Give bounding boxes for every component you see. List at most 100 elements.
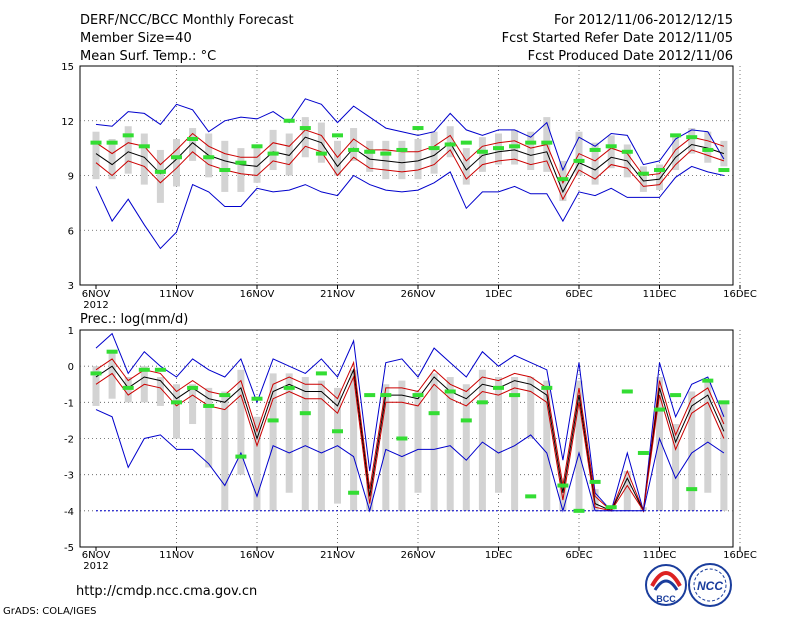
prec-median-mark xyxy=(315,371,327,376)
produced-date: Fcst Produced Date 2012/11/06 xyxy=(528,49,733,64)
prec-box xyxy=(591,489,599,511)
prec-median-mark xyxy=(219,393,231,398)
temp-xtick-label: 21NOV xyxy=(320,289,355,300)
temp-xtick-label: 6DEC xyxy=(565,289,592,300)
temp-median-mark xyxy=(525,140,537,145)
prec-median-mark xyxy=(589,479,601,484)
prec-median-mark xyxy=(187,385,199,390)
prec-median-mark xyxy=(122,385,134,390)
temp-median-mark xyxy=(702,147,714,152)
temp-median-mark xyxy=(621,149,633,154)
prec-lower-line xyxy=(95,372,725,513)
started-date: Fcst Started Refer Date 2012/11/05 xyxy=(502,31,733,46)
temp-max-line xyxy=(95,98,725,172)
temp-median-mark xyxy=(187,137,199,141)
prec-mean-line xyxy=(95,365,725,513)
temp-median-mark xyxy=(509,144,521,149)
ncc-logo-globe xyxy=(693,568,727,602)
temp-box xyxy=(124,126,132,174)
temp-xtick-label: 16NOV xyxy=(240,289,275,300)
temp-box xyxy=(253,146,261,183)
prec-median-mark xyxy=(444,389,456,394)
prec-box xyxy=(543,380,551,511)
temp-box xyxy=(269,129,277,171)
temp-median-mark xyxy=(476,149,488,154)
temp-min-line xyxy=(95,165,725,250)
temp-xtick-label: 6NOV xyxy=(82,289,111,300)
temp-box xyxy=(221,140,229,192)
prec-median-mark xyxy=(702,378,714,383)
prec-box xyxy=(495,377,502,493)
temp-median-mark xyxy=(396,147,408,152)
prec-ytick-label: 0 xyxy=(68,362,74,373)
temp-ytick-label: 15 xyxy=(61,62,74,73)
prec-box xyxy=(189,384,197,425)
temp-box xyxy=(704,131,712,163)
temp-median-mark xyxy=(380,151,392,156)
member-size: Member Size=40 xyxy=(80,31,192,46)
prec-median-mark xyxy=(106,349,118,354)
prec-xtick-label: 21NOV xyxy=(320,550,355,561)
prec-box xyxy=(446,377,454,511)
prec-box xyxy=(527,377,535,439)
prec-xtick-label: 16DEC xyxy=(723,550,757,561)
prec-median-mark xyxy=(299,411,311,416)
prec-box xyxy=(511,377,519,511)
prec-max-line xyxy=(95,332,725,512)
temp-box xyxy=(237,148,245,192)
precipitation-label: Prec.: log(mm/d) xyxy=(80,312,188,327)
prec-median-mark xyxy=(154,367,166,372)
temp-box xyxy=(688,128,696,154)
ncc-logo: NCC xyxy=(688,563,732,607)
prec-box xyxy=(478,369,486,511)
prec-median-mark xyxy=(267,418,279,423)
temp-box xyxy=(639,166,647,192)
prec-box xyxy=(285,373,293,493)
prec-median-mark xyxy=(476,400,488,405)
temp-box xyxy=(672,137,680,171)
prec-median-mark xyxy=(283,385,295,390)
temp-median-mark xyxy=(219,168,231,173)
prec-median-mark xyxy=(203,403,215,408)
prec-box xyxy=(301,377,309,511)
temp-box xyxy=(189,128,197,161)
temp-median-mark xyxy=(90,140,102,145)
figure-title: DERF/NCC/BCC Monthly Forecast xyxy=(80,13,294,28)
prec-box xyxy=(430,373,438,511)
temp-ytick-label: 12 xyxy=(61,117,74,128)
temp-xtick-label: 11DEC xyxy=(643,289,677,300)
temp-box xyxy=(430,131,438,174)
prec-median-mark xyxy=(428,411,440,416)
temp-box xyxy=(140,133,148,185)
temp-xtick-label: 26NOV xyxy=(401,289,436,300)
prec-median-mark xyxy=(396,436,408,441)
prec-box xyxy=(704,380,712,493)
prec-box xyxy=(317,380,325,511)
prec-median-mark xyxy=(235,454,247,459)
temp-xtick-label: 11NOV xyxy=(159,289,194,300)
temp-median-mark xyxy=(444,142,456,147)
prec-box xyxy=(462,384,470,511)
prec-box xyxy=(575,380,583,511)
prec-median-mark xyxy=(621,389,633,394)
temp-ytick-label: 6 xyxy=(68,226,74,237)
temp-median-mark xyxy=(637,171,649,176)
prec-min-line xyxy=(95,409,725,513)
temp-box xyxy=(92,131,100,180)
prec-xtick-label: 1DEC xyxy=(485,550,512,561)
temp-box xyxy=(366,140,374,172)
temp-box xyxy=(656,164,663,191)
prec-median-mark xyxy=(493,385,504,390)
temp-box xyxy=(173,139,180,187)
temp-median-mark xyxy=(557,177,569,182)
temp-median-mark xyxy=(605,144,617,149)
temp-median-mark xyxy=(364,149,376,154)
temp-median-mark xyxy=(541,140,553,145)
bcc-logo-red-arc xyxy=(650,571,682,587)
prec-box xyxy=(382,384,390,511)
forecast-period: For 2012/11/06-2012/12/15 xyxy=(554,13,733,28)
prec-box xyxy=(221,391,229,511)
temp-median-mark xyxy=(460,140,472,145)
bcc-logo: BCC xyxy=(645,564,687,606)
prec-ytick-label: -4 xyxy=(64,507,74,518)
